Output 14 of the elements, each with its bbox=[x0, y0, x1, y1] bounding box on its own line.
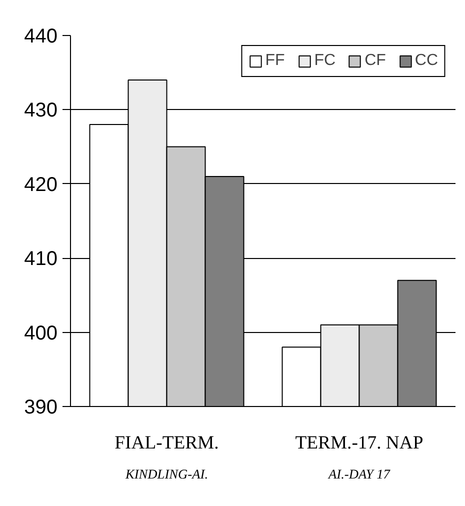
legend-label: CF bbox=[364, 52, 386, 70]
y-tick-label: 420 bbox=[24, 174, 58, 196]
y-tick-label: 410 bbox=[24, 248, 58, 270]
y-tick-label: 440 bbox=[24, 26, 58, 48]
legend-label: CC bbox=[414, 52, 438, 70]
y-tick-label: 400 bbox=[24, 322, 58, 344]
legend-label: FF bbox=[265, 52, 286, 70]
text: KINDLING-AI. bbox=[124, 466, 208, 482]
text: AI.-DAY 17 bbox=[328, 466, 392, 482]
y-tick-label: 430 bbox=[24, 100, 58, 122]
x-tick-label: FIAL-TERM. bbox=[114, 432, 219, 454]
x-tick-label: TERM.-17. NAP bbox=[295, 432, 424, 454]
y-tick-label: 390 bbox=[24, 396, 58, 418]
legend-label: FC bbox=[314, 52, 336, 70]
